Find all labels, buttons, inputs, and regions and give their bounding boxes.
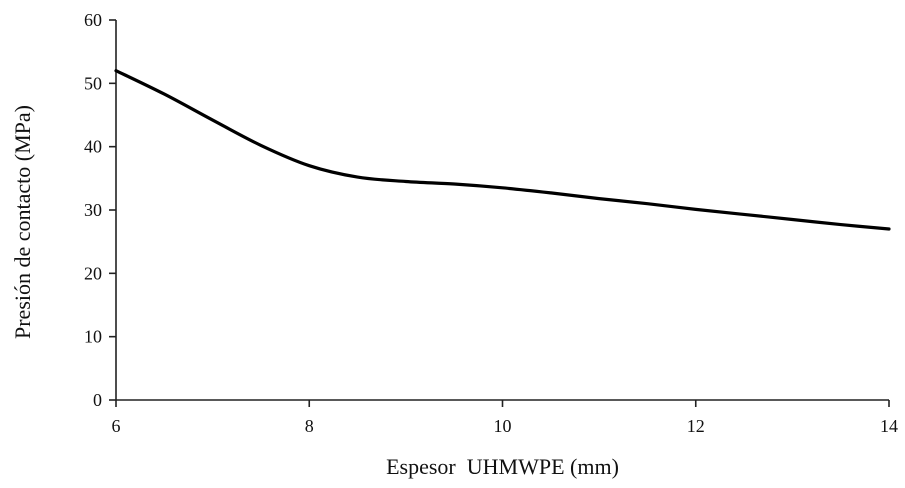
x-ticks: 6 8 10 12 14: [112, 400, 898, 436]
y-tick-label: 40: [84, 137, 102, 157]
series-line-0: [114, 69, 891, 231]
y-tick-label: 50: [84, 73, 102, 93]
series-group: [114, 69, 891, 231]
y-tick-label: 10: [84, 327, 102, 347]
y-tick-label: 0: [93, 390, 102, 410]
x-tick-label: 14: [880, 416, 898, 436]
x-axis-title: Espesor UHMWPE (mm): [386, 454, 619, 479]
y-tick-label: 20: [84, 263, 102, 283]
x-tick-label: 12: [687, 416, 705, 436]
x-tick-label: 10: [494, 416, 512, 436]
y-axis-title: Presión de contacto (MPa): [10, 105, 35, 339]
x-tick-label: 6: [112, 416, 121, 436]
y-tick-label: 60: [84, 10, 102, 30]
y-tick-label: 30: [84, 200, 102, 220]
axes: [115, 20, 889, 401]
y-ticks: 0 10 20 30 40 50 60: [84, 10, 116, 410]
x-tick-label: 8: [305, 416, 314, 436]
